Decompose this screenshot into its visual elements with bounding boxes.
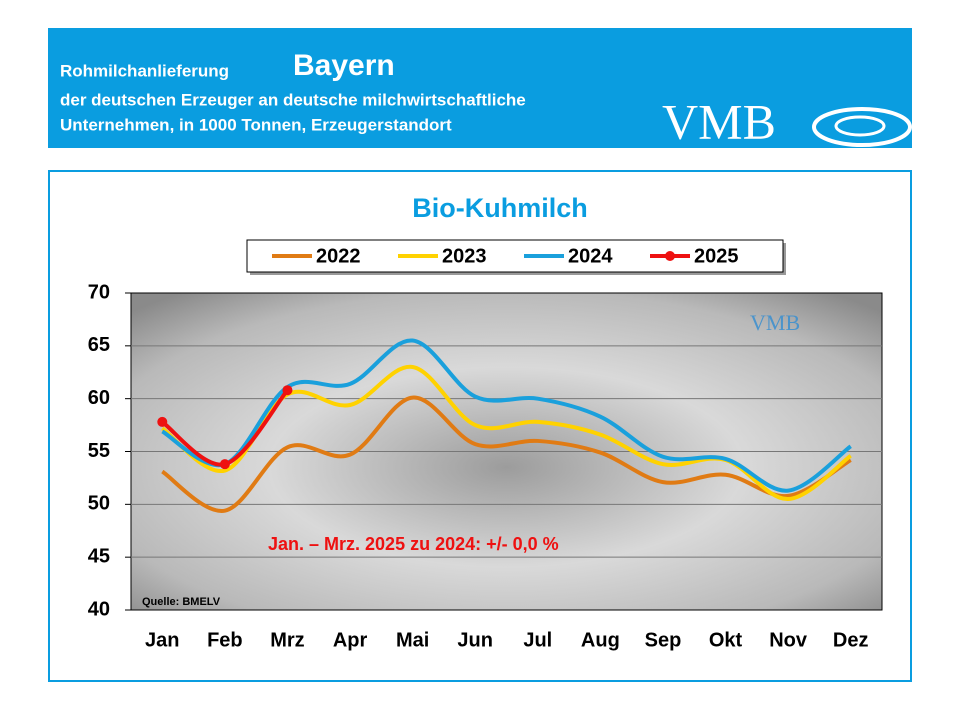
y-tick-label: 45 xyxy=(88,545,110,567)
x-tick-label: Mai xyxy=(396,629,429,651)
marker xyxy=(157,416,168,427)
y-tick-label: 55 xyxy=(88,440,110,462)
logo-swirl xyxy=(834,115,886,137)
y-tick-label: 65 xyxy=(88,334,110,356)
header-region: Bayern xyxy=(293,49,395,82)
x-tick-label: Nov xyxy=(769,629,808,651)
marker xyxy=(282,385,293,396)
legend-label: 2025 xyxy=(694,245,739,267)
header-line: Unternehmen, in 1000 Tonnen, Erzeugersta… xyxy=(60,115,452,134)
y-tick-label: 40 xyxy=(88,598,110,620)
header-banner xyxy=(48,28,912,148)
logo-swirl xyxy=(812,107,912,147)
y-tick-label: 60 xyxy=(88,387,110,409)
x-tick-label: Jun xyxy=(457,629,493,651)
marker xyxy=(219,459,230,470)
x-tick-label: Jul xyxy=(523,629,552,651)
line-series xyxy=(161,338,852,493)
logo: VMB xyxy=(662,93,776,149)
x-tick-label: Apr xyxy=(333,629,368,651)
x-tick-label: Mrz xyxy=(270,629,304,651)
legend xyxy=(246,239,784,273)
legend-label: 2022 xyxy=(316,245,361,267)
y-tick-label: 70 xyxy=(88,281,110,303)
chart-title: Bio-Kuhmilch xyxy=(412,193,588,223)
line-series xyxy=(161,395,852,513)
x-tick-label: Dez xyxy=(833,629,869,651)
x-tick-label: Okt xyxy=(709,629,743,651)
x-tick-label: Aug xyxy=(581,629,620,651)
header-line: der deutschen Erzeuger an deutsche milch… xyxy=(60,90,526,109)
watermark: VMB xyxy=(750,310,800,335)
x-tick-label: Jan xyxy=(145,629,179,651)
x-tick-label: Feb xyxy=(207,629,243,651)
legend-label: 2024 xyxy=(568,245,613,267)
source: Quelle: BMELV xyxy=(142,596,221,608)
annotation: Jan. – Mrz. 2025 zu 2024: +/- 0,0 % xyxy=(268,534,559,554)
legend-marker xyxy=(665,251,675,261)
header-label: Rohmilchanlieferung xyxy=(60,61,229,80)
legend-label: 2023 xyxy=(442,245,487,267)
y-tick-label: 50 xyxy=(88,493,110,515)
x-tick-label: Sep xyxy=(645,629,682,651)
